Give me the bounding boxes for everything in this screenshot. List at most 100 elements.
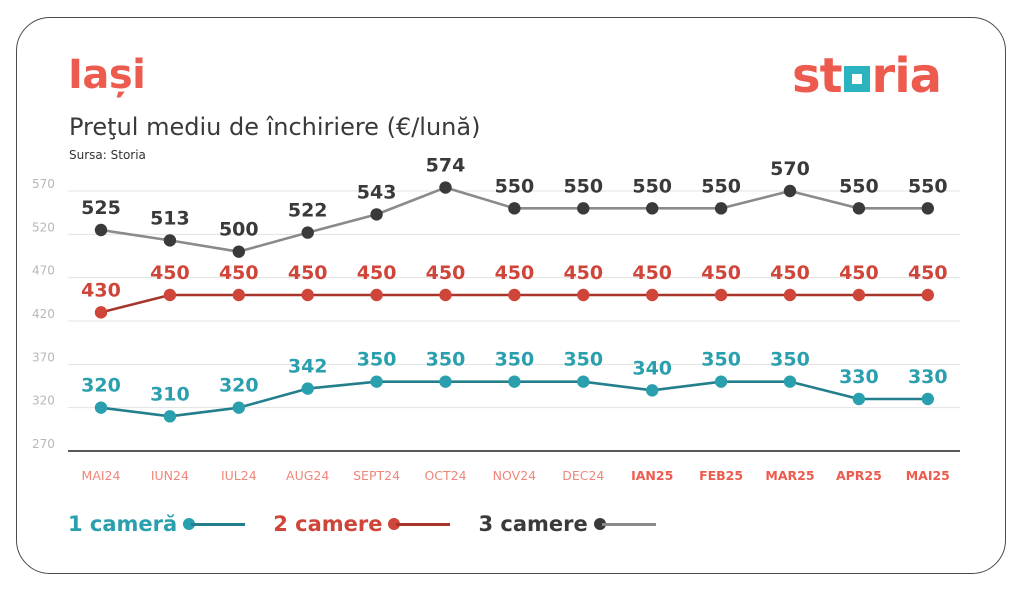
data-point-3 [852,202,866,215]
data-label-2: 450 [632,262,672,284]
data-label-1: 330 [839,366,879,388]
data-point-3 [94,223,108,237]
data-label-3: 525 [81,197,121,219]
data-point-1 [163,410,177,423]
data-label-3: 550 [495,175,535,197]
legend-label-2: 2 camere [273,512,383,536]
data-label-2: 430 [81,279,121,301]
data-point-1 [646,384,659,397]
data-point-1 [852,392,866,406]
data-label-1: 350 [701,349,741,371]
y-tick-label: 470 [32,264,55,278]
data-point-3 [714,202,728,215]
data-point-1 [921,392,934,406]
data-label-3: 550 [563,175,603,197]
y-tick-label: 570 [32,177,55,191]
data-point-3 [301,226,314,239]
source-note: Sursa: Storia [69,148,146,162]
data-point-1 [301,382,314,395]
data-point-2 [921,288,934,302]
data-label-3: 550 [839,175,879,197]
data-point-1 [439,375,452,388]
data-point-1 [370,375,383,388]
logo-text-start: st [792,48,843,104]
x-tick-label: MAI24 [82,468,121,483]
data-point-2 [646,288,659,302]
x-tick-label: NOV24 [493,468,536,483]
data-point-1 [508,375,521,388]
data-label-3: 550 [701,175,741,197]
data-point-1 [232,401,245,414]
y-tick-label: 370 [32,350,55,364]
data-point-3 [439,181,452,194]
storia-logo: st ria [792,52,942,100]
legend-label-3: 3 camere [478,512,588,536]
data-label-2: 450 [563,262,603,284]
x-tick-label: IUL24 [221,468,257,483]
legend-marker-2 [388,517,451,531]
data-label-3: 543 [357,181,397,203]
data-label-1: 350 [357,349,397,371]
data-point-2 [783,288,797,302]
data-point-2 [94,306,108,319]
data-point-2 [852,288,866,302]
logo-text-end: ria [871,48,943,104]
legend-item-3: 3 camere [478,512,656,536]
data-label-3: 570 [770,158,810,180]
legend-item-1: 1 cameră [68,512,246,536]
data-label-3: 500 [219,219,259,241]
data-point-3 [370,208,383,221]
legend-label-1: 1 cameră [68,512,178,536]
data-point-2 [301,288,314,302]
data-point-1 [577,375,590,388]
data-point-2 [232,288,245,302]
chart-legend: 1 cameră 2 camere 3 camere [68,512,684,536]
legend-marker-3 [593,517,656,531]
data-point-2 [577,288,590,302]
x-tick-label: SEPT24 [353,468,400,483]
data-point-2 [508,288,521,302]
data-label-1: 350 [563,349,603,371]
y-tick-label: 420 [32,307,55,321]
y-tick-label: 520 [32,220,55,234]
x-tick-label: DEC24 [562,468,604,483]
data-point-3 [646,202,659,215]
data-label-3: 522 [288,200,328,222]
data-label-2: 450 [839,262,879,284]
data-label-1: 342 [288,356,328,378]
x-tick-label: OCT24 [424,468,466,483]
data-point-3 [577,202,590,215]
x-tick-label: AUG24 [286,468,329,483]
data-point-3 [163,234,177,247]
legend-marker-1 [183,517,246,531]
y-tick-label: 320 [32,394,55,408]
data-label-2: 450 [426,262,466,284]
data-point-2 [439,288,452,302]
data-point-3 [508,202,521,215]
data-label-2: 450 [908,262,948,284]
data-point-1 [783,375,797,388]
data-label-2: 450 [288,262,328,284]
data-label-3: 550 [632,175,672,197]
data-label-2: 450 [770,262,810,284]
data-label-1: 350 [426,349,466,371]
data-label-2: 450 [150,262,190,284]
data-label-1: 340 [632,357,672,379]
x-tick-label: IAN25 [631,468,673,483]
data-label-3: 513 [150,207,190,229]
data-point-2 [163,288,177,302]
data-point-2 [714,288,728,302]
data-label-1: 310 [150,383,190,405]
data-label-2: 450 [357,262,397,284]
y-tick-label: 270 [32,437,55,451]
x-tick-label: MAI25 [906,468,950,483]
data-label-2: 450 [495,262,535,284]
x-tick-label: MAR25 [765,468,814,483]
logo-o-mark [843,66,870,92]
page-title: Iași [68,52,146,98]
data-point-3 [921,202,934,215]
data-label-1: 350 [770,349,810,371]
data-label-1: 330 [908,366,948,388]
data-point-3 [783,184,797,198]
